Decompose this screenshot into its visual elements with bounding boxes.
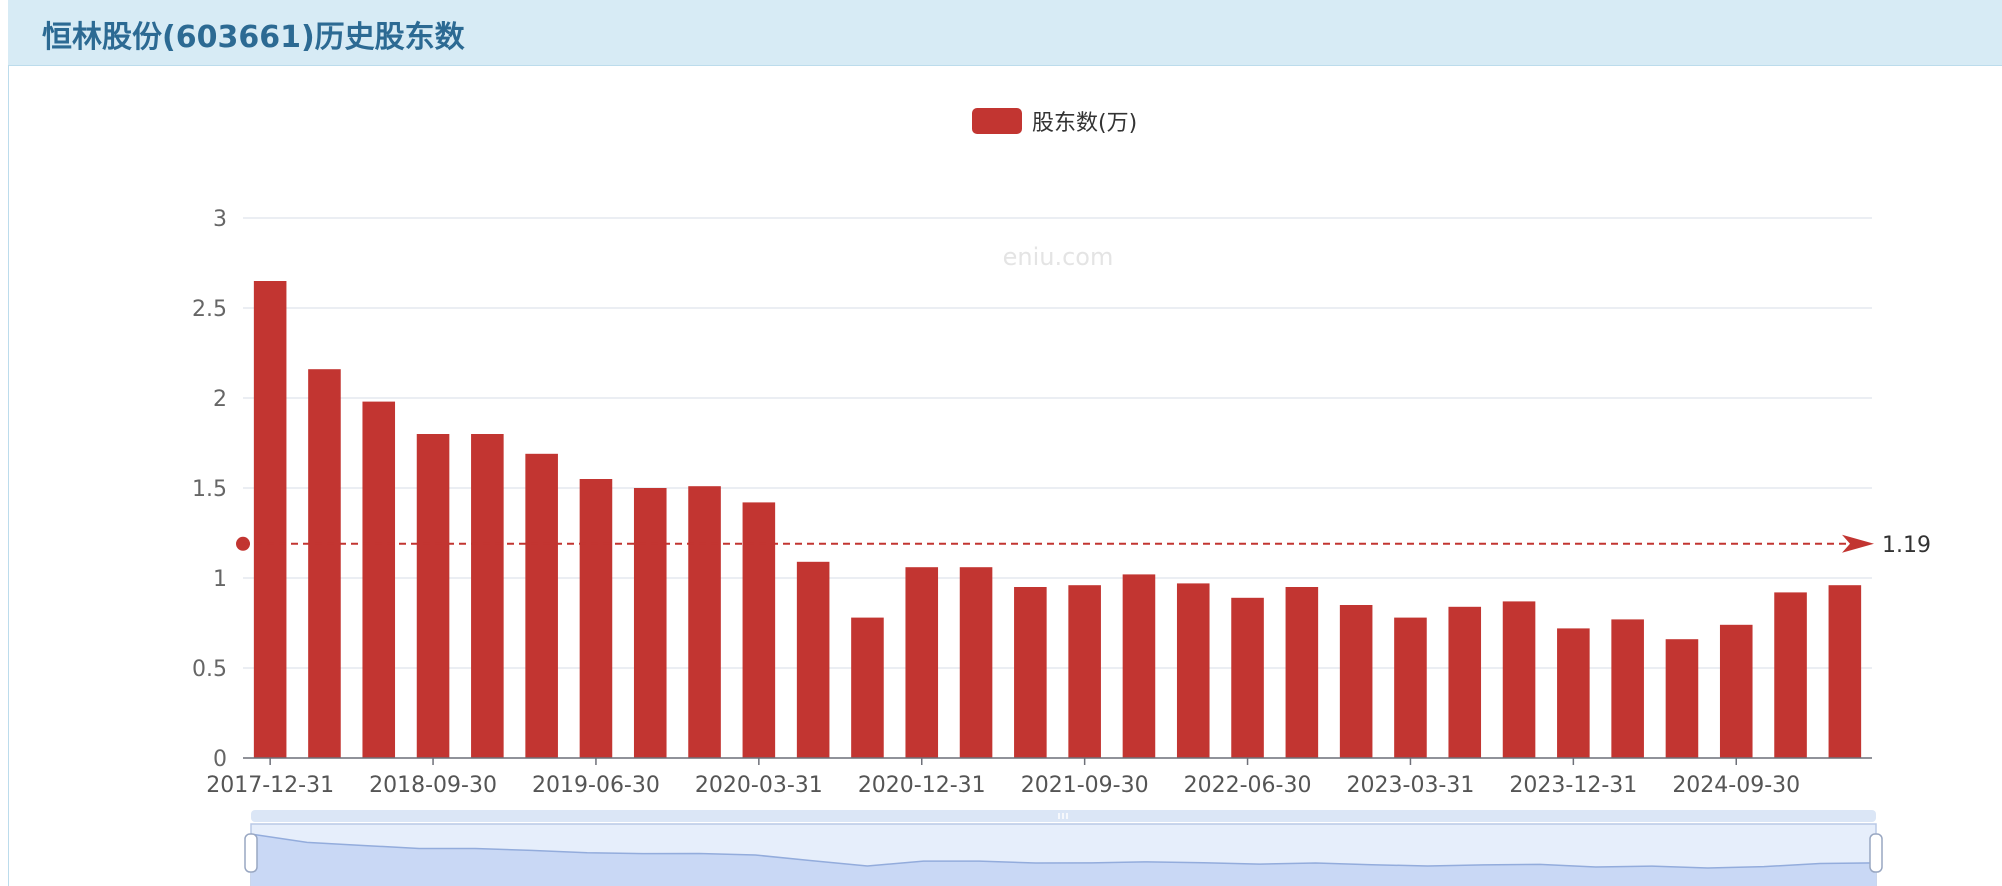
average-line-label: 1.19: [1882, 533, 1931, 558]
x-axis: 2017-12-31 2018-09-30 2019-06-30 2020-03-31…: [206, 757, 1872, 798]
bar[interactable]: [1828, 585, 1862, 758]
y-tick-label: 0: [213, 747, 227, 772]
y-tick-label: 3: [213, 207, 227, 232]
y-tick-label: 2.5: [192, 297, 227, 322]
bar[interactable]: [1339, 605, 1373, 758]
bar[interactable]: [905, 567, 939, 758]
y-tick-label: 0.5: [192, 657, 227, 682]
watermark-text: eniu.com: [1003, 243, 1114, 271]
legend-swatch[interactable]: [972, 108, 1022, 134]
page-title: 恒林股份(603661)历史股东数: [42, 20, 465, 55]
page-header: 恒林股份(603661)历史股东数: [8, 0, 2002, 66]
bar[interactable]: [308, 369, 341, 758]
bar[interactable]: [1774, 592, 1807, 758]
bars: [253, 281, 1862, 758]
bar[interactable]: [796, 561, 830, 758]
bar[interactable]: [1502, 601, 1536, 758]
x-tick-label: 2018-09-30: [369, 773, 497, 798]
bar[interactable]: [1231, 597, 1264, 758]
x-tick-label: 2022-06-30: [1184, 773, 1312, 798]
bar[interactable]: [525, 453, 558, 758]
bar[interactable]: [688, 486, 721, 758]
zoom-mini-area: [251, 834, 1876, 886]
bar[interactable]: [416, 434, 450, 758]
x-tick-label: 2024-09-30: [1672, 773, 1800, 798]
x-tick-label: 2017-12-31: [206, 773, 334, 798]
x-tick-label: 2023-03-31: [1347, 773, 1475, 798]
bar[interactable]: [1719, 624, 1753, 758]
zoom-handle-left[interactable]: [244, 833, 258, 873]
bar[interactable]: [1176, 583, 1210, 758]
bar[interactable]: [253, 281, 287, 758]
bar[interactable]: [959, 567, 993, 758]
y-tick-label: 2: [213, 387, 227, 412]
bar[interactable]: [742, 502, 776, 758]
bar[interactable]: [1285, 587, 1319, 758]
average-line-arrow-icon: [1842, 534, 1874, 553]
y-tick-label: 1: [213, 567, 227, 592]
y-axis-ticks: 0 0.5 1 1.5 2 2.5 3: [192, 207, 227, 772]
x-tick-label: 2021-09-30: [1021, 773, 1149, 798]
panel-left-border: [8, 66, 9, 886]
grid-lines: [243, 217, 1872, 759]
bar[interactable]: [851, 617, 884, 758]
legend-label[interactable]: 股东数(万): [1032, 111, 1137, 136]
x-tick-label: 2023-12-31: [1509, 773, 1637, 798]
x-tick-label: 2019-06-30: [532, 773, 660, 798]
data-zoom-slider[interactable]: [244, 810, 1883, 886]
bar[interactable]: [1448, 606, 1482, 758]
average-line: 1.19: [236, 533, 1931, 558]
bar[interactable]: [633, 488, 667, 758]
bar[interactable]: [1665, 639, 1699, 758]
bar[interactable]: [1557, 628, 1590, 758]
bar[interactable]: [579, 479, 613, 758]
bar[interactable]: [471, 434, 504, 758]
x-tick-label: 2020-12-31: [858, 773, 986, 798]
bar[interactable]: [362, 401, 396, 758]
bar[interactable]: [1611, 619, 1644, 758]
y-tick-label: 1.5: [192, 477, 227, 502]
bar[interactable]: [1014, 587, 1047, 758]
zoom-handle-right[interactable]: [1869, 833, 1883, 873]
x-tick-label: 2020-03-31: [695, 773, 823, 798]
zoom-mini-line: [250, 833, 1877, 869]
bar[interactable]: [1068, 585, 1101, 758]
bar[interactable]: [1394, 617, 1427, 758]
bar[interactable]: [1122, 574, 1156, 758]
